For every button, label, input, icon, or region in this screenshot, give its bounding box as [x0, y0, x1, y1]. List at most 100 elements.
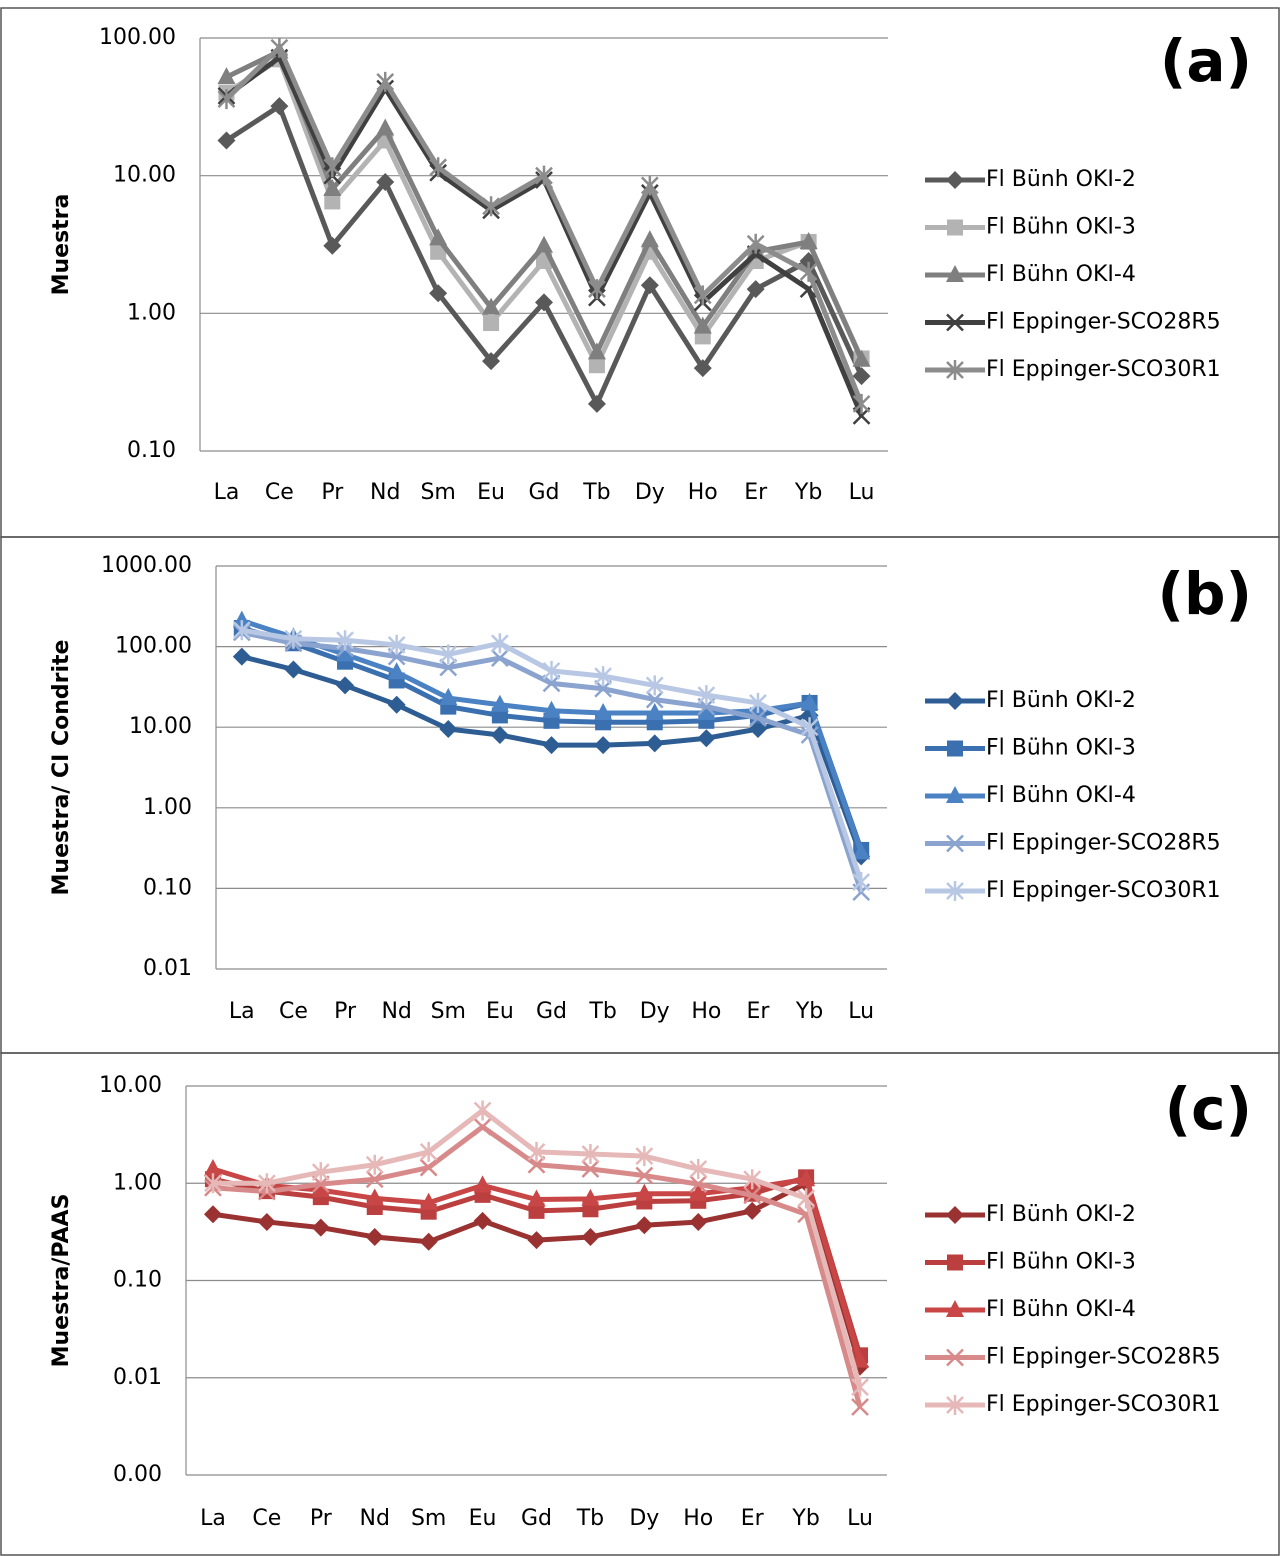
point: [482, 196, 500, 217]
point: [743, 1201, 762, 1220]
point: [232, 647, 251, 666]
point: [376, 172, 395, 191]
x-tick-label: Er: [741, 1506, 765, 1531]
legend-label: Fl Bünh OKI-2: [986, 688, 1136, 713]
legend-label: Fl Eppinger-SCO28R5: [986, 1345, 1221, 1370]
point: [203, 1159, 222, 1177]
point: [587, 394, 606, 413]
point: [376, 118, 395, 136]
point: [203, 1205, 222, 1224]
x-tick-label: Sm: [411, 1506, 446, 1531]
point: [258, 1173, 276, 1194]
point: [311, 1180, 330, 1198]
point: [645, 734, 664, 753]
point: [587, 342, 606, 360]
series-line: [212, 1124, 863, 1408]
point: [419, 1232, 438, 1251]
point: [851, 1377, 869, 1398]
point: [387, 695, 406, 714]
y-tick-label: 1000.00: [101, 553, 192, 578]
x-tick-label: Er: [746, 999, 770, 1024]
point: [365, 1170, 384, 1189]
y-axis-label: Muestra: [49, 194, 74, 296]
point: [490, 694, 509, 712]
point: [336, 644, 355, 662]
point: [947, 1254, 963, 1271]
point: [542, 736, 561, 755]
point: [749, 709, 767, 727]
point: [697, 685, 716, 706]
point: [483, 315, 500, 332]
point: [852, 367, 871, 386]
x-tick-label: Sm: [420, 480, 455, 505]
point: [640, 175, 659, 196]
point: [270, 37, 289, 58]
point: [697, 729, 716, 748]
point: [336, 630, 354, 651]
x-tick-label: Pr: [321, 480, 344, 505]
point: [376, 71, 395, 92]
point: [640, 230, 659, 248]
y-tick-label: 1.00: [143, 795, 192, 820]
panel-label: (b): [1157, 560, 1252, 628]
point: [323, 236, 342, 255]
point: [946, 881, 964, 901]
point: [594, 666, 612, 687]
y-tick-label: 100.00: [99, 25, 176, 50]
x-tick-label: Yb: [794, 480, 822, 505]
panel-label: (c): [1165, 1075, 1252, 1143]
legend-label: Fl Bühn OKI-4: [986, 1297, 1136, 1322]
point: [852, 393, 871, 414]
x-tick-label: Tb: [576, 1506, 604, 1531]
point: [635, 1166, 654, 1185]
series-line: [224, 45, 864, 405]
point: [217, 67, 236, 85]
point: [946, 1300, 964, 1317]
point: [284, 660, 303, 679]
point: [419, 1141, 438, 1162]
point: [473, 1100, 492, 1121]
point: [645, 690, 664, 709]
series-line: [241, 654, 864, 858]
point: [257, 1212, 276, 1231]
point: [429, 157, 448, 178]
x-tick-label: Yb: [795, 999, 823, 1024]
point: [527, 1155, 546, 1174]
x-tick-label: Tb: [588, 999, 616, 1024]
x-tick-label: Tb: [582, 480, 610, 505]
point: [439, 719, 458, 738]
point: [365, 1228, 384, 1247]
point: [852, 872, 871, 893]
point: [217, 131, 236, 150]
point: [270, 97, 289, 116]
x-tick-label: Eu: [477, 480, 505, 505]
y-tick-label: 0.10: [127, 438, 176, 463]
y-tick-label: 0.01: [143, 956, 192, 981]
point: [491, 649, 509, 667]
point: [535, 235, 553, 253]
point: [365, 1188, 384, 1206]
point: [490, 726, 509, 745]
point: [232, 610, 251, 628]
legend-label: Fl Eppinger-SCO28R5: [986, 310, 1221, 335]
point: [232, 620, 251, 641]
x-tick-label: Nd: [370, 480, 400, 505]
point: [429, 228, 448, 246]
point: [946, 786, 964, 803]
point: [743, 1169, 762, 1190]
point: [799, 261, 818, 282]
y-axis-label: Muestra/ CI Condrite: [49, 640, 74, 896]
y-tick-label: 10.00: [129, 714, 192, 739]
panel-label: (a): [1160, 27, 1252, 95]
point: [473, 1175, 492, 1193]
point: [542, 674, 561, 693]
point: [746, 233, 765, 254]
legend-label: Fl Bühn OKI-4: [986, 262, 1136, 287]
legend-label: Fl Bühn OKI-3: [986, 1250, 1136, 1275]
y-tick-label: 1.00: [113, 1170, 162, 1195]
point: [542, 660, 561, 681]
point: [419, 1158, 438, 1177]
point: [693, 285, 712, 306]
x-tick-label: Ho: [683, 1506, 713, 1531]
